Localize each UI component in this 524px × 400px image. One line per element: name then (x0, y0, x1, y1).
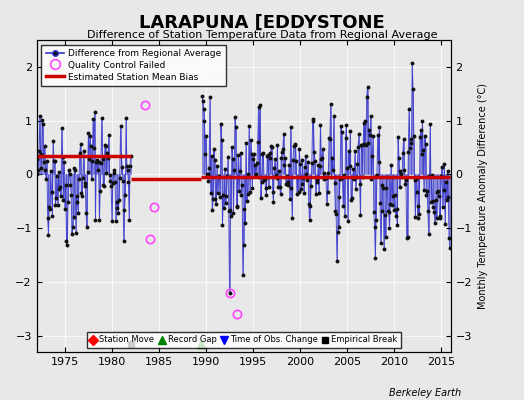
Legend: Station Move, Record Gap, Time of Obs. Change, Empirical Break: Station Move, Record Gap, Time of Obs. C… (87, 332, 400, 348)
Y-axis label: Monthly Temperature Anomaly Difference (°C): Monthly Temperature Anomaly Difference (… (477, 83, 487, 309)
Text: Difference of Station Temperature Data from Regional Average: Difference of Station Temperature Data f… (87, 30, 437, 40)
Text: LARAPUNA [EDDYSTONE: LARAPUNA [EDDYSTONE (139, 14, 385, 32)
Text: Berkeley Earth: Berkeley Earth (389, 388, 461, 398)
